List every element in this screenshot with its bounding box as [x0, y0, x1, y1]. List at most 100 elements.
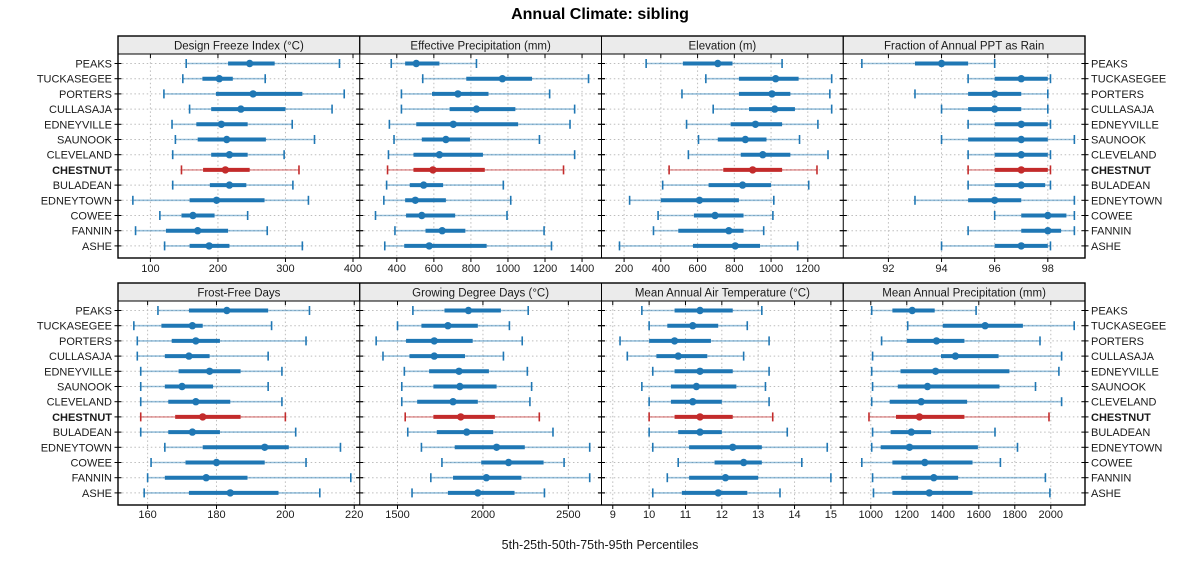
median-dot — [674, 352, 682, 360]
median-dot — [192, 337, 200, 345]
median-dot — [751, 120, 760, 128]
median-dot — [1017, 166, 1025, 174]
median-dot — [925, 489, 933, 497]
median-dot — [449, 120, 458, 128]
median-dot — [981, 322, 989, 330]
x-tick-label: 1000 — [759, 263, 783, 275]
site-label-right: EDNEYTOWN — [1091, 195, 1162, 207]
median-dot — [711, 211, 719, 220]
median-dot — [223, 135, 231, 144]
median-dot — [692, 382, 701, 391]
median-dot — [951, 352, 960, 360]
median-dot — [990, 90, 999, 98]
median-dot — [419, 181, 428, 189]
panel-header: Fraction of Annual PPT as Rain — [884, 41, 1044, 53]
median-dot — [714, 59, 722, 68]
median-dot — [725, 227, 733, 235]
site-label-right: SAUNOOK — [1091, 135, 1147, 147]
x-tick-label: 14 — [788, 509, 800, 521]
x-tick-label: 160 — [138, 509, 156, 521]
site-label-left: PORTERS — [59, 336, 112, 348]
x-tick-label: 1200 — [895, 509, 919, 521]
median-dot — [696, 306, 704, 315]
x-tick-label: 400 — [652, 263, 670, 275]
site-label-left: ASHE — [82, 241, 112, 253]
site-label-right: BULADEAN — [1091, 180, 1150, 192]
site-label-left: BULADEAN — [53, 180, 112, 192]
x-tick-label: 1800 — [1003, 509, 1027, 521]
median-dot — [1044, 227, 1052, 235]
median-dot — [429, 166, 437, 174]
median-dot — [908, 306, 916, 315]
x-tick-label: 1000 — [859, 509, 883, 521]
median-dot — [226, 489, 234, 497]
site-label-right: PEAKS — [1091, 59, 1128, 71]
x-tick-label: 13 — [752, 509, 764, 521]
median-dot — [1017, 135, 1025, 144]
site-label-left: PEAKS — [75, 306, 112, 318]
median-dot — [438, 227, 446, 235]
median-dot — [455, 367, 463, 375]
median-dot — [931, 367, 940, 375]
median-dot — [202, 474, 210, 482]
site-label-right: CLEVELAND — [1091, 150, 1156, 162]
site-label-right: COWEE — [1091, 211, 1133, 223]
median-dot — [430, 337, 438, 345]
site-label-right: BULADEAN — [1091, 427, 1150, 439]
median-dot — [714, 489, 722, 497]
median-dot — [492, 443, 501, 451]
median-dot — [188, 428, 197, 436]
x-tick-label: 1200 — [796, 263, 820, 275]
median-dot — [1017, 242, 1025, 250]
site-label-right: CHESTNUT — [1091, 412, 1151, 424]
median-dot — [456, 382, 464, 391]
median-dot — [731, 242, 739, 250]
x-tick-label: 800 — [725, 263, 743, 275]
median-dot — [442, 135, 450, 144]
site-label-left: EDNEYVILLE — [44, 119, 112, 131]
x-tick-label: 11 — [680, 509, 691, 521]
x-tick-label: 94 — [935, 263, 947, 275]
median-dot — [225, 151, 234, 159]
site-label-right: PEAKS — [1091, 306, 1128, 318]
site-label-left: TUCKASEGEE — [37, 321, 112, 333]
median-dot — [217, 120, 226, 128]
median-dot — [418, 211, 426, 220]
median-dot — [474, 489, 482, 497]
site-label-right: EDNEYVILLE — [1091, 119, 1159, 131]
x-tick-label: 98 — [1042, 263, 1054, 275]
median-dot — [504, 458, 513, 467]
site-label-left: FANNIN — [72, 473, 112, 485]
median-dot — [696, 367, 704, 375]
site-label-left: COWEE — [70, 458, 112, 470]
median-dot — [237, 105, 245, 113]
median-dot — [739, 458, 748, 467]
site-label-left: EDNEYTOWN — [41, 442, 112, 454]
panel-header: Frost-Free Days — [197, 288, 280, 300]
median-dot — [917, 398, 925, 406]
site-label-right: COWEE — [1091, 458, 1133, 470]
site-label-right: ASHE — [1091, 241, 1121, 253]
x-tick-label: 10 — [643, 509, 655, 521]
median-dot — [412, 59, 420, 68]
median-dot — [178, 382, 186, 391]
site-label-left: CLEVELAND — [47, 397, 112, 409]
site-label-right: CLEVELAND — [1091, 397, 1156, 409]
x-tick-label: 9 — [610, 509, 616, 521]
x-tick-label: 400 — [344, 263, 362, 275]
site-label-right: SAUNOOK — [1091, 382, 1147, 394]
median-dot — [454, 90, 462, 98]
site-label-left: PORTERS — [59, 89, 112, 101]
median-dot — [1017, 151, 1025, 159]
median-dot — [721, 474, 730, 482]
median-dot — [205, 242, 213, 250]
axis-caption: 5th-25th-50th-75th-95th Percentiles — [501, 538, 699, 552]
median-dot — [249, 90, 257, 98]
site-label-left: CULLASAJA — [49, 104, 113, 116]
site-label-right: CULLASAJA — [1091, 351, 1155, 363]
x-tick-label: 1400 — [931, 509, 955, 521]
site-label-left: EDNEYVILLE — [44, 366, 112, 378]
site-label-left: EDNEYTOWN — [41, 195, 112, 207]
panel-header: Mean Annual Air Temperature (°C) — [635, 288, 810, 300]
